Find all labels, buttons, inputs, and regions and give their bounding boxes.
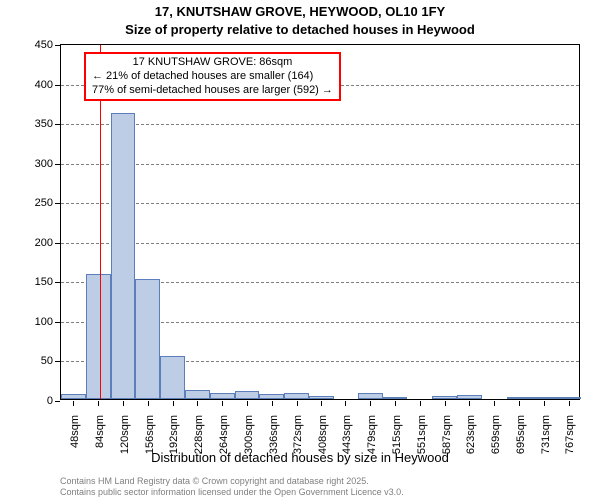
- x-tick: [123, 401, 124, 406]
- y-tick: [55, 45, 60, 46]
- chart-title-line1: 17, KNUTSHAW GROVE, HEYWOOD, OL10 1FY: [0, 4, 600, 19]
- x-tick-label: 372sqm: [293, 415, 305, 454]
- histogram-bar: [61, 394, 86, 399]
- histogram-bar: [210, 393, 235, 399]
- y-tick-label: 100: [35, 316, 53, 328]
- gridline-h: [61, 243, 579, 245]
- footer-line1: Contains HM Land Registry data © Crown c…: [60, 476, 404, 487]
- histogram-bar: [309, 396, 334, 399]
- x-tick: [345, 401, 346, 406]
- y-tick: [55, 401, 60, 402]
- x-tick: [173, 401, 174, 406]
- y-tick: [55, 322, 60, 323]
- x-tick-label: 336sqm: [268, 415, 280, 454]
- x-tick: [297, 401, 298, 406]
- y-tick: [55, 85, 60, 86]
- x-tick: [197, 401, 198, 406]
- gridline-h: [61, 124, 579, 126]
- x-tick: [494, 401, 495, 406]
- histogram-bar: [432, 396, 457, 399]
- x-tick: [73, 401, 74, 406]
- x-tick-label: 731sqm: [540, 415, 552, 454]
- y-tick-label: 250: [35, 197, 53, 209]
- x-tick-label: 443sqm: [341, 415, 353, 454]
- histogram-bar: [284, 393, 309, 399]
- x-tick-label: 551sqm: [416, 415, 428, 454]
- x-tick: [272, 401, 273, 406]
- x-tick-label: 120sqm: [119, 415, 131, 454]
- annotation-line2: ← 21% of detached houses are smaller (16…: [92, 70, 333, 84]
- x-tick: [98, 401, 99, 406]
- x-tick-label: 48sqm: [69, 415, 81, 448]
- y-tick-label: 300: [35, 158, 53, 170]
- histogram-bar: [457, 395, 482, 399]
- histogram-bar: [556, 397, 581, 399]
- gridline-h: [61, 164, 579, 166]
- x-tick: [519, 401, 520, 406]
- y-tick-label: 350: [35, 118, 53, 130]
- x-tick-label: 84sqm: [94, 415, 106, 448]
- x-tick: [569, 401, 570, 406]
- x-tick-label: 515sqm: [391, 415, 403, 454]
- y-tick: [55, 203, 60, 204]
- histogram-bar: [507, 397, 532, 399]
- x-tick: [420, 401, 421, 406]
- x-tick-label: 156sqm: [144, 415, 156, 454]
- x-tick: [445, 401, 446, 406]
- histogram-bar: [86, 274, 111, 399]
- x-tick: [247, 401, 248, 406]
- y-tick-label: 450: [35, 39, 53, 51]
- y-tick: [55, 282, 60, 283]
- histogram-bar: [160, 356, 185, 400]
- x-tick-label: 300sqm: [243, 415, 255, 454]
- footer-attribution: Contains HM Land Registry data © Crown c…: [60, 476, 404, 498]
- histogram-bar: [531, 397, 556, 399]
- x-tick: [395, 401, 396, 406]
- y-tick: [55, 124, 60, 125]
- x-tick: [222, 401, 223, 406]
- y-tick-label: 0: [47, 395, 53, 407]
- x-tick: [469, 401, 470, 406]
- x-tick: [148, 401, 149, 406]
- y-tick-label: 400: [35, 79, 53, 91]
- x-tick-label: 408sqm: [317, 415, 329, 454]
- x-tick-label: 228sqm: [193, 415, 205, 454]
- annotation-box: 17 KNUTSHAW GROVE: 86sqm ← 21% of detach…: [84, 52, 341, 101]
- histogram-bar: [259, 394, 284, 399]
- x-tick-label: 264sqm: [218, 415, 230, 454]
- annotation-line3: 77% of semi-detached houses are larger (…: [92, 84, 333, 98]
- x-tick: [544, 401, 545, 406]
- histogram-bar: [383, 397, 408, 399]
- histogram-bar: [185, 390, 210, 399]
- annotation-line1: 17 KNUTSHAW GROVE: 86sqm: [92, 56, 333, 70]
- x-tick-label: 659sqm: [490, 415, 502, 454]
- y-tick: [55, 361, 60, 362]
- y-tick-label: 200: [35, 237, 53, 249]
- x-axis-label: Distribution of detached houses by size …: [0, 450, 600, 465]
- x-tick-label: 587sqm: [441, 415, 453, 454]
- y-tick: [55, 243, 60, 244]
- x-tick-label: 623sqm: [465, 415, 477, 454]
- histogram-bar: [111, 113, 136, 399]
- footer-line2: Contains public sector information licen…: [60, 487, 404, 498]
- histogram-bar: [235, 391, 260, 399]
- histogram-bar: [358, 393, 383, 399]
- y-tick: [55, 164, 60, 165]
- x-tick-label: 767sqm: [565, 415, 577, 454]
- x-tick-label: 479sqm: [366, 415, 378, 454]
- x-tick: [370, 401, 371, 406]
- chart-subtitle: Size of property relative to detached ho…: [0, 22, 600, 37]
- y-tick-label: 150: [35, 276, 53, 288]
- x-tick-label: 695sqm: [515, 415, 527, 454]
- x-tick: [321, 401, 322, 406]
- gridline-h: [61, 203, 579, 205]
- y-tick-label: 50: [41, 355, 53, 367]
- histogram-bar: [135, 279, 160, 399]
- x-tick-label: 192sqm: [169, 415, 181, 454]
